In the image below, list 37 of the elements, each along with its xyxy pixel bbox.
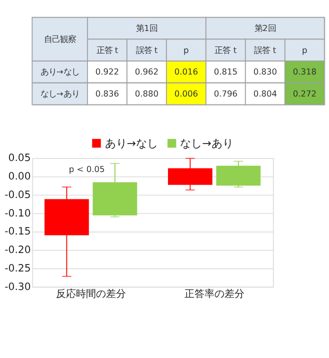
category-label: p xyxy=(302,44,308,55)
bar xyxy=(216,166,261,186)
annotation: p < 0.05 xyxy=(68,164,105,174)
category-label: p xyxy=(184,44,189,55)
text: 自己観察 xyxy=(44,34,76,44)
text: 0.815 xyxy=(214,66,238,77)
y-tick-label: -0.10 xyxy=(4,208,31,220)
legend-label: あり→なし xyxy=(104,136,158,150)
text: 0.880 xyxy=(134,88,159,99)
y-tick-label: -0.15 xyxy=(4,226,31,238)
text: 0.796 xyxy=(214,88,238,99)
category-label: 誤答 t xyxy=(254,44,277,55)
y-tick-label: -0.20 xyxy=(4,245,31,256)
text: 0.272 xyxy=(292,88,316,99)
text: 0.962 xyxy=(134,66,159,77)
legend-label: なし→あり xyxy=(180,136,234,150)
text: 0.830 xyxy=(253,66,278,77)
text: 0.006 xyxy=(174,88,198,99)
x-tick-label: 正答率の差分 xyxy=(184,288,244,300)
y-tick-label: -0.25 xyxy=(4,263,31,274)
category-label: なし→あり xyxy=(40,88,80,99)
text: 0.016 xyxy=(174,66,198,77)
x-tick-label: 反応時間の差分 xyxy=(56,288,126,300)
category-label: 正答 t xyxy=(214,44,238,55)
category-label: 正答 t xyxy=(96,44,119,55)
text: 0.836 xyxy=(95,88,120,99)
text: 0.318 xyxy=(292,66,316,77)
y-tick-label: 0.00 xyxy=(8,172,31,183)
category-label: 誤答 t xyxy=(136,44,158,55)
category-label: あり→なし xyxy=(40,66,80,77)
y-tick-label: 0.05 xyxy=(8,153,31,164)
text: 第1回 xyxy=(136,23,158,34)
text: 0.804 xyxy=(253,88,278,99)
y-tick-label: -0.05 xyxy=(4,190,31,201)
text: 0.922 xyxy=(95,66,120,77)
y-tick-label: -0.30 xyxy=(4,282,31,293)
text: 第2回 xyxy=(254,23,276,34)
